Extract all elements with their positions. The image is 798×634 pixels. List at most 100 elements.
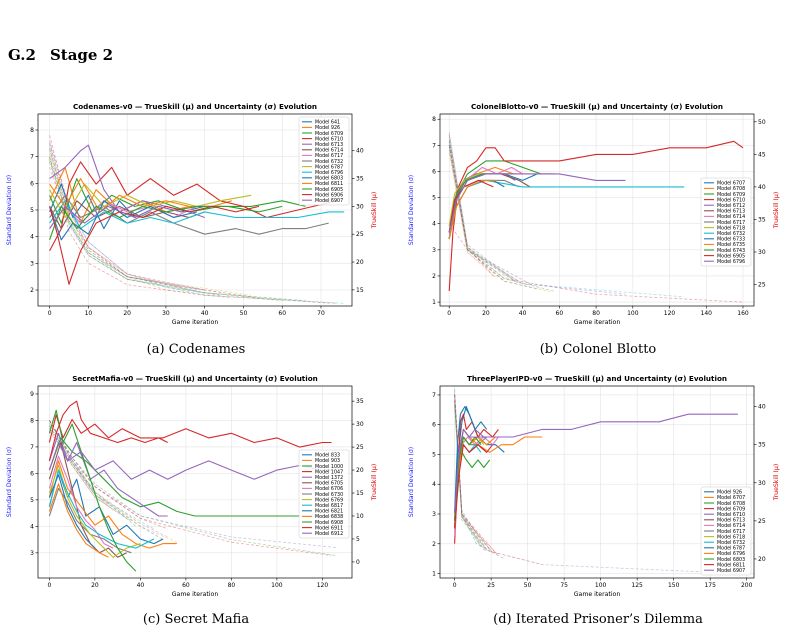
plot-frame — [439, 113, 755, 307]
mu-line-model-6710 — [49, 161, 337, 252]
y2-tick-label: 10 — [356, 513, 364, 520]
chart-secret-mafia: SecretMafia-v0 — TrueSkill (μ) and Uncer… — [6, 374, 378, 598]
sigma-line-model-6732 — [454, 403, 482, 547]
legend-label: Model 6838 — [315, 514, 343, 520]
chart-title: ColonelBlotto-v0 — TrueSkill (μ) and Unc… — [471, 102, 723, 111]
y-tick-label: 4 — [432, 481, 436, 488]
sigma-line-model-6912 — [49, 420, 337, 548]
y-tick-label: 3 — [30, 260, 34, 267]
y-tick-label: 3 — [30, 550, 34, 557]
sigma-line-model-6713 — [454, 403, 488, 550]
legend-label: Model 1047 — [315, 469, 343, 475]
x-tick-label: 0 — [47, 582, 51, 589]
x-tick-label: 60 — [556, 310, 564, 317]
y-axis-label: Standard Deviation (σ) — [408, 175, 415, 245]
caption-codenames: (a) Codenames — [146, 342, 246, 357]
legend-label: Model 6811 — [717, 562, 745, 568]
mu-line-model-6796 — [448, 173, 626, 233]
sigma-line-model-6709 — [454, 394, 499, 556]
chart-panel-colonel-blotto: ColonelBlotto-v0 — TrueSkill (μ) and Unc… — [404, 100, 792, 330]
y-tick-label: 8 — [30, 417, 34, 424]
legend-label: Model 6796 — [717, 551, 745, 557]
legend-label: Model 926 — [717, 490, 742, 496]
legend-label: Model 6732 — [717, 231, 745, 237]
y2-tick-label: 25 — [356, 444, 364, 451]
legend-label: Model 6908 — [315, 520, 343, 526]
caption-prisoners-dilemma: (d) Iterated Prisoner’s Dilemma — [493, 612, 703, 627]
legend-label: Model 6713 — [717, 209, 745, 215]
legend-label: Model 6905 — [315, 187, 343, 193]
caption-secret-mafia: (c) Secret Mafia — [142, 612, 250, 627]
sigma-line-model-6732 — [49, 148, 329, 304]
x-tick-label: 100 — [595, 582, 607, 589]
legend-label: Model 6796 — [717, 259, 745, 265]
legend-label: Model 6821 — [315, 509, 343, 515]
legend-label: Model 6905 — [717, 253, 745, 259]
y2-tick-label: 5 — [356, 536, 360, 543]
y-tick-label: 6 — [30, 470, 34, 477]
sigma-line-model-6743 — [448, 140, 516, 282]
sigma-line-model-6911 — [49, 420, 168, 530]
chart-title: ThreePlayerIPD-v0 — TrueSkill (μ) and Un… — [467, 374, 727, 383]
mu-line-model-903 — [48, 460, 177, 549]
x-tick-label: 10 — [85, 310, 93, 317]
x-tick-label: 60 — [182, 582, 190, 589]
y-tick-label: 8 — [30, 127, 34, 134]
y-tick-label: 8 — [432, 116, 436, 123]
sigma-line-model-6708 — [454, 406, 491, 550]
sigma-line-model-6712 — [448, 132, 516, 282]
mu-line-model-6717 — [49, 200, 225, 229]
x-tick-label: 20 — [123, 310, 131, 317]
plot-frame — [37, 385, 353, 579]
legend-label: Model 6811 — [315, 181, 343, 187]
legend-label: Model 6714 — [717, 214, 745, 220]
y2-tick-label: 25 — [356, 231, 364, 238]
x-tick-label: 175 — [704, 582, 716, 589]
mu-line-model-6730 — [48, 487, 132, 554]
legend-label: Model 6732 — [315, 159, 343, 165]
section-title: Stage 2 — [49, 46, 114, 64]
sigma-line-model-6707 — [448, 145, 538, 290]
section-number: G.2 — [8, 46, 36, 64]
sigma-line-model-1000 — [49, 420, 337, 556]
chart-panel-codenames: Codenames-v0 — TrueSkill (μ) and Uncerta… — [2, 100, 390, 330]
y2-axis-label: TrueSkill (μ) — [773, 464, 780, 502]
mu-line-model-6821 — [48, 474, 96, 549]
x-tick-label: 75 — [560, 582, 568, 589]
y-tick-label: 7 — [432, 392, 436, 399]
legend-label: Model 6717 — [717, 220, 745, 226]
x-tick-label: 50 — [524, 582, 532, 589]
y2-tick-label: 30 — [356, 203, 364, 210]
y-tick-label: 3 — [432, 511, 436, 518]
x-axis-label: Game iteration — [574, 591, 621, 598]
chart-title: SecretMafia-v0 — TrueSkill (μ) and Uncer… — [72, 374, 318, 383]
y-tick-label: 6 — [30, 180, 34, 187]
y2-tick-label: 40 — [356, 148, 364, 155]
y-axis-label: Standard Deviation (σ) — [6, 175, 13, 245]
legend-label: Model 6713 — [717, 518, 745, 524]
y-tick-label: 7 — [30, 154, 34, 161]
legend-label: Model 6817 — [315, 503, 343, 509]
x-tick-label: 160 — [737, 310, 749, 317]
sigma-line-model-6713 — [448, 145, 531, 285]
x-tick-label: 150 — [668, 582, 680, 589]
legend-label: Model 6707 — [717, 495, 745, 501]
x-axis-label: Game iteration — [574, 319, 621, 326]
legend-label: Model 6911 — [315, 525, 343, 531]
sigma-line-model-6733 — [448, 145, 505, 282]
y-tick-label: 5 — [432, 195, 436, 202]
legend-label: Model 903 — [315, 458, 340, 464]
y2-tick-label: 35 — [758, 216, 766, 223]
legend-label: Model 6906 — [315, 192, 343, 198]
legend-label: Model 6796 — [315, 170, 343, 176]
legend-label: Model 6717 — [717, 529, 745, 535]
mu-line-model-6905 — [49, 205, 283, 240]
mu-line-model-6787 — [49, 183, 252, 219]
x-tick-label: 70 — [317, 310, 325, 317]
mu-line-model-6735 — [448, 179, 497, 240]
sigma-line-model-926 — [454, 394, 505, 560]
x-tick-label: 40 — [137, 582, 145, 589]
legend-label: Model 6912 — [315, 531, 343, 537]
legend-label: Model 6706 — [315, 486, 343, 492]
